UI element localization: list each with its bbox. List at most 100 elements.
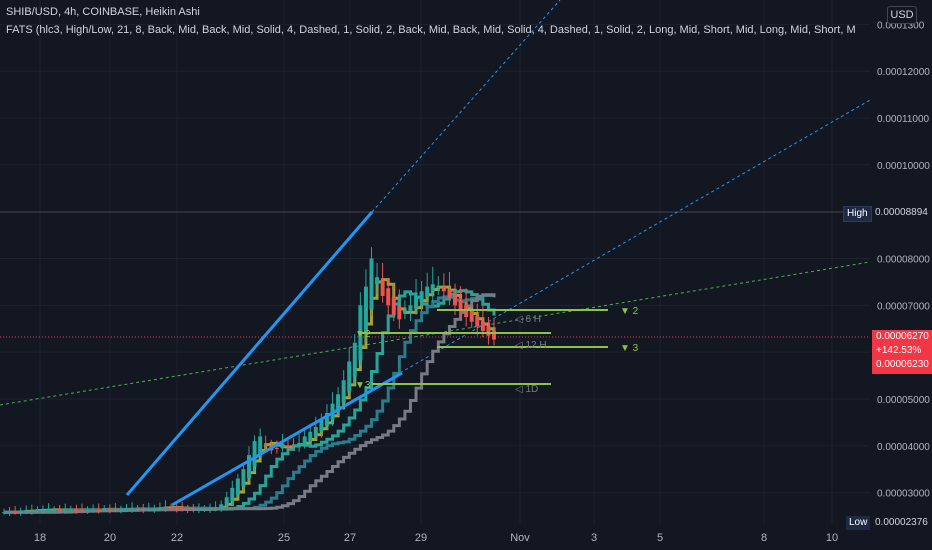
candle-body: [18, 511, 23, 513]
y-tick-label: 0.00007000: [877, 301, 930, 312]
candle-body: [319, 420, 324, 432]
y-tick-label: 0.00005000: [877, 395, 930, 406]
candle-body: [291, 445, 296, 447]
candle-body: [63, 509, 68, 511]
small-marker-3: ▼3: [355, 380, 371, 391]
y-tick-label: 0.00010000: [877, 161, 930, 172]
candle-body: [79, 509, 84, 511]
small-marker-2: ▼2: [355, 329, 371, 340]
candle-body: [358, 305, 363, 360]
candle-body: [480, 321, 485, 332]
candle-body: [191, 508, 196, 510]
candle-body: [280, 443, 285, 449]
candle-body: [24, 510, 29, 512]
x-tick-label: 3: [591, 532, 597, 544]
x-tick-label: 18: [34, 532, 46, 544]
candle-body: [174, 507, 179, 509]
candle-body: [224, 497, 229, 507]
candle-body: [113, 509, 118, 511]
candle-body: [414, 295, 419, 309]
candle-body: [2, 512, 6, 514]
y-tick-label: 0.00012000: [877, 67, 930, 78]
candle-body: [202, 508, 207, 510]
indicator-legend: FATS (hlc3, High/Low, 21, 8, Back, Mid, …: [6, 24, 856, 36]
grid: [0, 0, 870, 525]
candle-body: [386, 288, 391, 306]
candle-body: [363, 286, 368, 333]
ma-slowest: [4, 293, 496, 514]
candle-body: [397, 305, 402, 320]
candle-body: [347, 361, 352, 392]
x-tick-label: 20: [104, 532, 116, 544]
candle-body: [402, 309, 407, 313]
y-tick-label: 0.0001300: [877, 20, 925, 31]
candle-body: [163, 506, 168, 509]
candle-body: [74, 509, 79, 511]
candle-body: [241, 469, 246, 487]
candle-body: [35, 509, 40, 511]
candle-body: [453, 293, 458, 306]
x-tick-label: 27: [344, 532, 356, 544]
candle-body: [13, 511, 18, 513]
high-value: 0.00008894: [872, 206, 931, 220]
y-axis-labels: 0.000030000.000040000.000050000.00006000…: [877, 20, 930, 499]
last-price: 0.00006270: [876, 331, 929, 342]
candle-body: [157, 507, 162, 509]
candle-body: [118, 509, 123, 511]
candle-body: [302, 436, 307, 445]
trend-dashed-2: [399, 99, 871, 374]
candle-body: [185, 508, 190, 510]
candle-body: [57, 509, 62, 511]
candle-body: [141, 508, 146, 510]
currency-button[interactable]: USD: [887, 6, 917, 24]
candle-body: [430, 284, 435, 292]
low-value: 0.00002376: [875, 517, 928, 528]
candle-body: [469, 310, 474, 322]
candle-body: [352, 342, 357, 377]
label-12h: ◁ 12 H: [515, 340, 547, 351]
trend-dashed-1: [371, 0, 561, 213]
candle-body: [313, 427, 318, 437]
candle-body: [369, 258, 374, 310]
label-1d: ◁ 1D: [515, 384, 538, 395]
candle-body: [285, 445, 290, 447]
candle-body: [247, 455, 251, 478]
marker-2: ▼ 2: [620, 306, 639, 317]
candle-body: [419, 291, 424, 303]
candle-body: [213, 507, 218, 509]
candle-body: [441, 287, 446, 292]
candle-body: [40, 510, 45, 512]
candle-body: [52, 509, 57, 511]
candle-body: [258, 436, 263, 454]
candle-body: [297, 443, 302, 447]
candle-body: [425, 286, 430, 297]
y-tick-label: 0.00011000: [877, 114, 930, 125]
candle-body: [447, 289, 452, 299]
label-6h: ◁ 6 H: [515, 314, 541, 325]
candle-body: [208, 508, 213, 510]
candle-body: [486, 326, 491, 336]
candle-body: [235, 478, 240, 495]
candle-body: [29, 510, 34, 512]
price-change: +142.53%: [876, 345, 922, 356]
x-tick-label: 5: [657, 532, 663, 544]
candle-body: [375, 277, 380, 285]
candle-body: [91, 509, 96, 511]
candle-body: [196, 509, 201, 511]
candle-body: [68, 509, 73, 511]
y-tick-label: 0.00003000: [877, 489, 930, 500]
last-price-box: 0.00006270 +142.53% 0.00006230: [872, 330, 932, 374]
chart-title: SHIB/USD, 4h, COINBASE, Heikin Ashi: [6, 6, 200, 18]
x-tick-label: 22: [171, 532, 183, 544]
candle-body: [324, 412, 329, 426]
candle-body: [135, 508, 140, 510]
y-tick-label: 0.00004000: [877, 442, 930, 453]
candle-body: [130, 508, 135, 510]
secondary-price: 0.00006230: [876, 359, 929, 370]
candle-body: [146, 508, 151, 510]
candle-body: [219, 504, 224, 509]
trend-line-steep: [125, 211, 374, 496]
x-tick-label: Nov: [510, 532, 530, 544]
candle-body: [230, 487, 235, 502]
